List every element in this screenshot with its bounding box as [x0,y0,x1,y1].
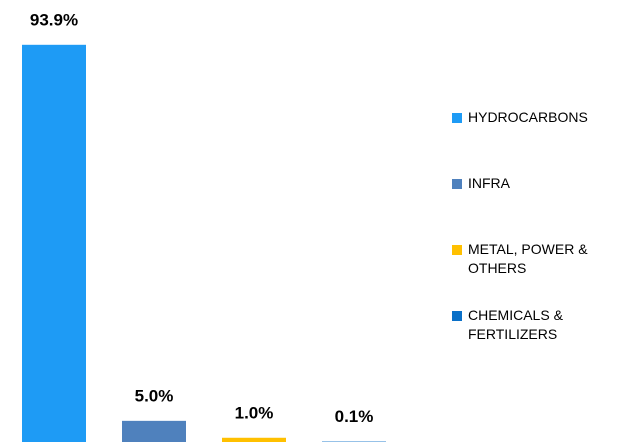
legend-label: CHEMICALS & FERTILIZERS [468,307,563,342]
legend-label: INFRA [468,175,510,191]
data-label: 5.0% [135,386,174,405]
legend-entry: CHEMICALS & FERTILIZERS [452,306,612,344]
bar [222,437,286,442]
bar [22,44,86,442]
legend-label: HYDROCARBONS [468,109,588,125]
data-label: 0.1% [335,407,374,426]
legend-swatch [452,179,462,189]
bar [122,420,186,442]
legend-entry: HYDROCARBONS [452,108,612,127]
legend-entry: METAL, POWER & OTHERS [452,240,612,278]
data-label: 93.9% [30,10,78,29]
legend-label: METAL, POWER & OTHERS [468,241,588,276]
legend-entry: INFRA [452,174,612,193]
legend-swatch [452,113,462,123]
data-label: 1.0% [235,403,274,422]
legend-swatch [452,245,462,255]
legend-swatch [452,311,462,321]
